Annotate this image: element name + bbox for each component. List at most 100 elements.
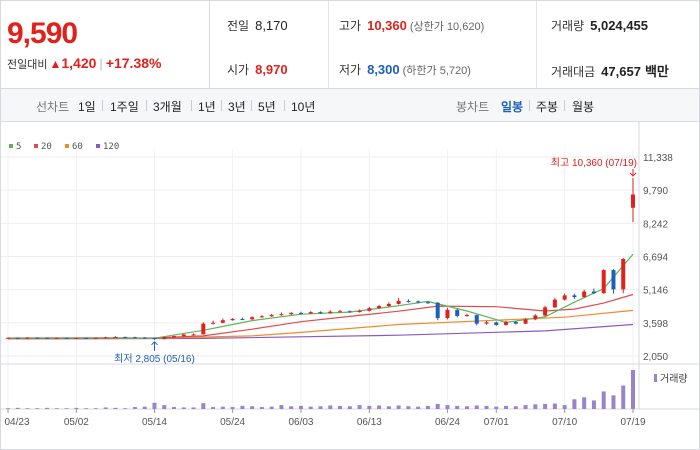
volume-bar bbox=[318, 406, 323, 409]
volume-bar bbox=[181, 407, 186, 409]
volume-bar bbox=[35, 408, 40, 409]
volume-bar bbox=[591, 400, 596, 409]
candle-body bbox=[142, 337, 147, 339]
volume-bar bbox=[601, 391, 606, 409]
volume-bar bbox=[269, 406, 274, 409]
change-value: 1,420 bbox=[61, 55, 97, 71]
volume-bar bbox=[25, 408, 30, 409]
tab-candle-daily[interactable]: 일봉 bbox=[501, 100, 524, 114]
candle-body bbox=[181, 334, 186, 337]
volume-bar bbox=[445, 405, 450, 409]
ma120-line bbox=[7, 323, 634, 340]
period-tab-bar: 선차트 1일 1주일 3개월 1년 3년 5년 10년 봉차트 일봉 주봉 월봉 bbox=[1, 89, 699, 122]
candle-body bbox=[445, 309, 450, 319]
volume-bar bbox=[201, 403, 206, 409]
candle-body bbox=[211, 322, 216, 324]
candlestick-series bbox=[6, 177, 635, 340]
volume-bar bbox=[132, 407, 137, 409]
volume-bar bbox=[308, 406, 313, 409]
tab-line-3m[interactable]: 3개월 bbox=[153, 100, 182, 114]
volume-bar bbox=[74, 407, 79, 409]
change-percent: +17.38% bbox=[105, 55, 162, 71]
volume-bar bbox=[474, 405, 479, 409]
price-panel: 9,590 전일대비 ▲1,420 | +17.38% bbox=[1, 1, 210, 88]
volume-bar bbox=[250, 406, 255, 409]
tab-candle-weekly[interactable]: 주봉 bbox=[536, 100, 559, 114]
tab-divider bbox=[529, 100, 530, 111]
candle-body bbox=[250, 317, 255, 320]
candle-body bbox=[435, 302, 440, 319]
x-tick-label: 06/03 bbox=[288, 417, 313, 428]
volume-bar bbox=[562, 405, 567, 409]
volume-bar bbox=[338, 405, 343, 409]
candle-body bbox=[552, 299, 557, 308]
volume-bar bbox=[621, 385, 626, 409]
volume-bar bbox=[162, 405, 167, 409]
candle-body bbox=[201, 323, 206, 335]
candle-body bbox=[15, 337, 20, 339]
x-tick-label: 06/13 bbox=[357, 417, 382, 428]
tab-line-3y[interactable]: 3년 bbox=[228, 100, 246, 114]
tab-line-5y[interactable]: 5년 bbox=[258, 100, 276, 114]
candle-body bbox=[162, 337, 167, 340]
tab-line-1y[interactable]: 1년 bbox=[198, 100, 216, 114]
x-tick-label: 07/10 bbox=[552, 417, 577, 428]
candle-body bbox=[64, 337, 69, 339]
candle-body bbox=[308, 312, 313, 314]
candle-body bbox=[318, 312, 323, 314]
candle-body bbox=[54, 337, 59, 339]
candle-body bbox=[298, 312, 303, 314]
tab-line-1w[interactable]: 1주일 bbox=[110, 100, 139, 114]
candle-body bbox=[631, 194, 635, 208]
volume-bar bbox=[435, 403, 440, 409]
y-tick-label: 2,050 bbox=[643, 352, 668, 363]
tab-line-10y[interactable]: 10년 bbox=[291, 100, 316, 114]
stat-low-label: 저가 bbox=[339, 63, 362, 77]
price-chart[interactable]: 5 20 60 120 11,338 9,790 8,242 6,694 5,146 3,598… bbox=[1, 122, 699, 449]
stat-volume-value: 5,024,455 bbox=[590, 18, 648, 33]
candle-body bbox=[279, 314, 284, 316]
tab-line-1d[interactable]: 1일 bbox=[78, 100, 96, 114]
ma5-line bbox=[7, 253, 634, 339]
stat-volume-label: 거래량 bbox=[551, 19, 585, 33]
candle-body bbox=[582, 291, 587, 298]
high-annotation-label: 최고 10,360 (07/19) bbox=[551, 157, 637, 169]
candle-body bbox=[455, 309, 460, 316]
candle-body bbox=[220, 320, 225, 323]
legend-label: 5 bbox=[16, 142, 21, 152]
candle-body bbox=[396, 300, 401, 304]
candle-body bbox=[562, 295, 567, 300]
moving-average-lines bbox=[7, 253, 634, 340]
tab-divider bbox=[221, 100, 222, 111]
candle-body bbox=[504, 321, 509, 325]
volume-bar bbox=[123, 408, 128, 409]
volume-bar bbox=[328, 405, 333, 409]
stat-amount: 거래대금 47,657 백만 bbox=[551, 61, 669, 80]
candle-body bbox=[123, 336, 128, 338]
x-tick-label: 07/01 bbox=[484, 417, 509, 428]
candle-body bbox=[601, 270, 606, 294]
volume-bar bbox=[484, 405, 489, 409]
chart-annotations: 최고 10,360 (07/19) 최저 2,805 (05/16) bbox=[114, 157, 637, 365]
change-label: 전일대비 bbox=[7, 59, 48, 71]
legend-label: 120 bbox=[103, 142, 119, 152]
volume-bar bbox=[631, 370, 635, 409]
stat-upper-limit: (상한가 10,620) bbox=[409, 21, 485, 33]
volume-bar bbox=[533, 404, 538, 409]
tab-divider bbox=[251, 100, 252, 111]
legend-swatch bbox=[65, 144, 69, 148]
volume-legend-swatch bbox=[654, 374, 657, 382]
stat-amount-value: 47,657 bbox=[601, 64, 641, 79]
x-tick-label: 04/23 bbox=[4, 417, 29, 428]
tab-candle-monthly[interactable]: 월봉 bbox=[572, 100, 595, 114]
legend-swatch bbox=[96, 144, 100, 148]
tab-divider bbox=[564, 100, 565, 111]
volume-bar bbox=[103, 407, 108, 409]
tab-divider bbox=[146, 100, 147, 111]
volume-bar bbox=[572, 399, 577, 409]
stat-low-value: 8,300 bbox=[367, 62, 400, 77]
candle-body bbox=[484, 322, 489, 324]
y-tick-label: 3,598 bbox=[643, 319, 668, 330]
stat-amount-unit: 백만 bbox=[644, 64, 669, 79]
